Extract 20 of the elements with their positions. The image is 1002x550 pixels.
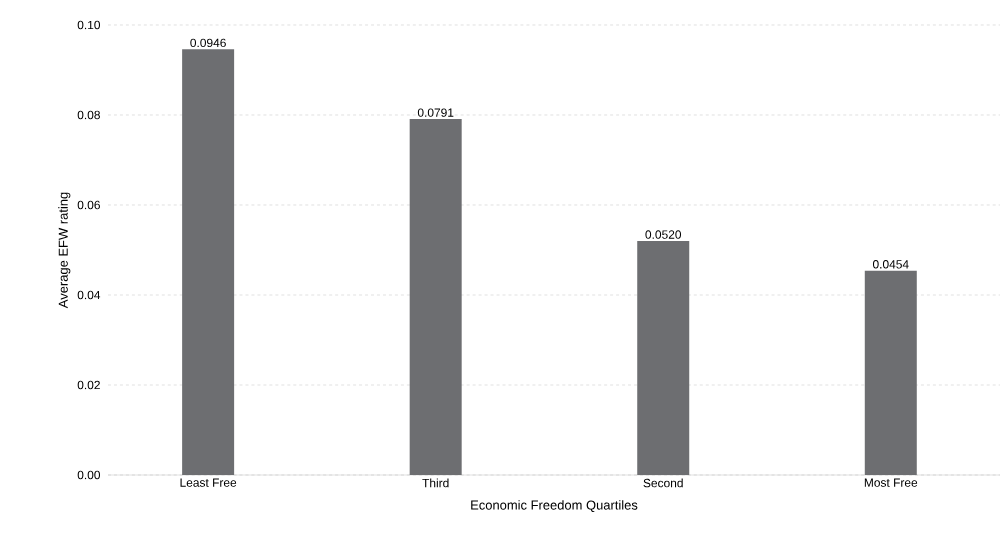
x-tick-label: Most Free [864,478,918,487]
x-tick-label: Second [643,478,683,488]
x-tick-label: Least Free [180,478,237,487]
bar [864,270,917,475]
bar [637,241,690,475]
y-tick-label: 0.04 [77,290,101,300]
bar [409,119,462,475]
y-tick-label: 0.00 [77,470,101,480]
data-label: 0.0454 [872,260,909,269]
data-label: 0.0946 [190,38,226,48]
y-tick-label: 0.06 [77,200,100,210]
y-tick-label: 0.10 [77,20,101,30]
x-axis-title: Economic Freedom Quartiles [471,500,638,512]
y-tick-label: 0.08 [77,110,100,120]
y-axis-title: Average EFW rating [58,192,71,309]
y-tick-label: 0.02 [77,380,100,390]
data-label: 0.0791 [417,108,454,117]
x-tick-label: Third [422,478,449,488]
data-label: 0.0520 [645,230,682,239]
bar [182,49,235,475]
